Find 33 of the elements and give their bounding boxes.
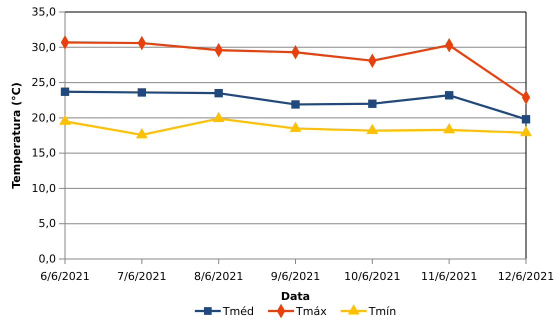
legend-label: Tmín	[368, 304, 396, 318]
point	[60, 88, 70, 96]
y-axis-title: Temperatura (°C)	[10, 82, 23, 189]
point	[443, 123, 456, 134]
x-tick-label: 9/6/2021	[270, 270, 320, 284]
point	[291, 100, 300, 109]
x-tick-label: 6/6/2021	[40, 270, 90, 284]
point	[212, 112, 225, 122]
y-tick-label: 10,0	[32, 182, 56, 195]
y-tick-label: 20,0	[32, 111, 56, 124]
y-tick-label: 30,0	[32, 40, 56, 54]
y-tick-label: 25,0	[32, 76, 56, 90]
point	[366, 124, 378, 134]
x-tick-label: 7/6/2021	[117, 270, 167, 284]
x-tick-label: 10/6/2021	[344, 270, 401, 284]
point	[368, 100, 377, 108]
point	[138, 88, 146, 97]
y-tick-label: 35,0	[32, 6, 56, 19]
point	[136, 128, 148, 138]
x-tick-label: 11/6/2021	[420, 270, 478, 284]
point	[522, 115, 530, 124]
legend-label: Tmáx	[295, 304, 328, 318]
point	[520, 126, 532, 136]
y-tick-label: 0,0	[38, 252, 56, 266]
point	[444, 91, 454, 100]
x-tick-label: 8/6/2021	[194, 270, 244, 284]
legend-label: Tméd	[222, 304, 254, 318]
x-tick-label: 12/6/2021	[498, 270, 554, 284]
y-tick-label: 15,0	[32, 146, 56, 160]
point	[214, 88, 223, 98]
y-tick-label: 5,0	[38, 217, 56, 230]
x-axis-title: Data	[280, 290, 310, 303]
point	[290, 122, 302, 132]
